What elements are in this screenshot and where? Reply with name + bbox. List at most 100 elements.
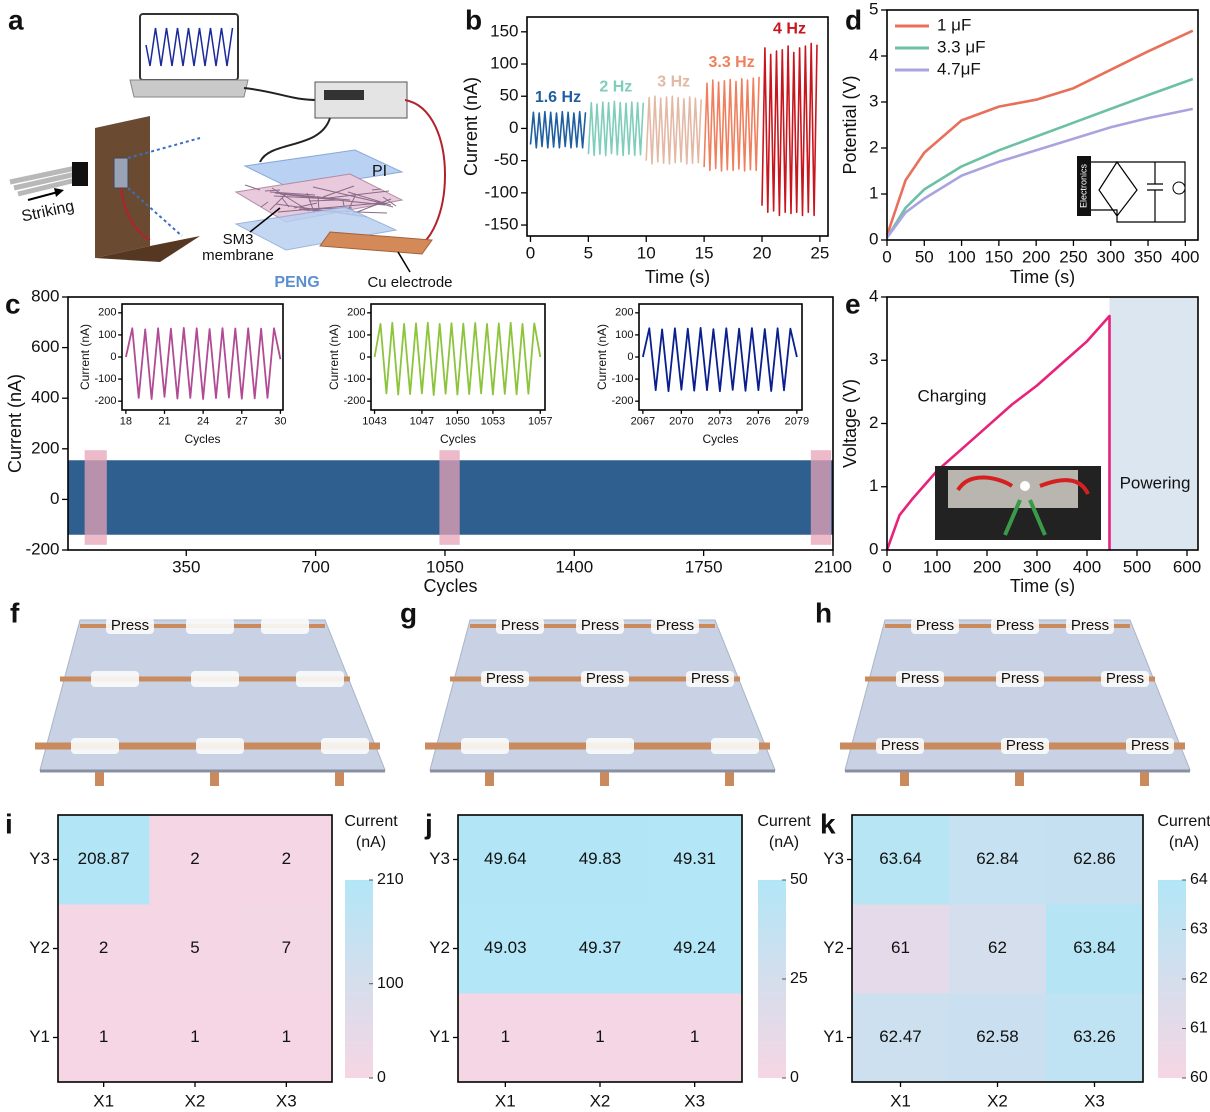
x-tick-label: 2070 xyxy=(669,415,693,427)
cell-value: 62.47 xyxy=(879,1027,922,1046)
cell-value: 2 xyxy=(99,938,108,957)
pad xyxy=(321,738,369,754)
fiber xyxy=(342,200,345,207)
annotation: Charging xyxy=(918,386,987,405)
membrane-label: SM3 xyxy=(223,231,254,248)
x-tick-label: 100 xyxy=(923,557,951,576)
panel-letter: h xyxy=(815,597,832,628)
heatmap-cell xyxy=(58,993,150,1083)
series-line xyxy=(885,77,1194,239)
heatmap-cell xyxy=(647,904,743,994)
x-tick-label: 1400 xyxy=(555,557,593,576)
x-axis-label: Cycles xyxy=(423,576,477,596)
heatmap-cell xyxy=(58,815,150,905)
x-tick-label: 5 xyxy=(584,243,593,262)
peng-label: PENG xyxy=(274,274,319,291)
heatmap-cell xyxy=(852,904,950,994)
copper-tab xyxy=(335,772,344,786)
colorbar-title: Current xyxy=(1157,813,1210,830)
y-tick-label: 4 xyxy=(869,45,878,64)
cell-value: 2 xyxy=(282,849,291,868)
press-label: Press xyxy=(586,670,624,687)
y-tick-label: 400 xyxy=(31,388,59,407)
x-tick-label: 1047 xyxy=(410,415,434,427)
x-tick-label: X3 xyxy=(684,1091,705,1110)
colorbar-tick-label: 50 xyxy=(790,871,808,888)
fiber xyxy=(371,188,382,191)
fiber xyxy=(322,185,355,198)
x-tick-label: X3 xyxy=(276,1091,297,1110)
x-tick-label: 500 xyxy=(1123,557,1151,576)
y-tick-label: 50 xyxy=(500,86,519,105)
led xyxy=(1020,481,1030,491)
pad xyxy=(586,738,634,754)
panel-letter: i xyxy=(5,808,13,839)
y-tick-label: Y1 xyxy=(823,1027,844,1046)
rod xyxy=(13,171,77,191)
y-tick-label: 3 xyxy=(869,91,878,110)
press-label: Press xyxy=(656,617,694,634)
y-tick-label: Y2 xyxy=(29,938,50,957)
copper-tab xyxy=(210,772,219,786)
heatmap-cell xyxy=(149,815,242,905)
x-tick-label: 50 xyxy=(915,247,934,266)
laptop-signal xyxy=(145,27,234,67)
x-tick-label: 10 xyxy=(637,243,656,262)
x-tick-label: 20 xyxy=(753,243,772,262)
x-axis-label: Cycles xyxy=(702,432,738,446)
cell-value: 1 xyxy=(282,1027,291,1046)
y-tick-label: -200 xyxy=(94,395,116,407)
cell-value: 49.64 xyxy=(484,849,527,868)
device xyxy=(113,157,129,189)
plot-frame xyxy=(370,303,546,411)
x-tick-label: X3 xyxy=(1084,1091,1105,1110)
y-tick-label: 800 xyxy=(31,286,59,305)
cell-value: 62 xyxy=(988,938,1007,957)
legend-label: 4.7μF xyxy=(937,59,981,78)
x-tick-label: 1057 xyxy=(528,415,552,427)
cell-value: 7 xyxy=(282,938,291,957)
plot-frame xyxy=(67,296,834,551)
copper-tab xyxy=(600,772,609,786)
heatmap-cell xyxy=(949,815,1047,905)
y-tick-label: 200 xyxy=(347,307,365,319)
pad xyxy=(896,671,944,687)
y-tick-label: 600 xyxy=(31,337,59,356)
cell-value: 1 xyxy=(190,1027,199,1046)
x-tick-label: 250 xyxy=(1059,247,1087,266)
circuit-bg xyxy=(1075,150,1190,238)
y-tick-label: -200 xyxy=(611,395,633,407)
y-tick-label: 1 xyxy=(869,183,878,202)
x-tick-label: 0 xyxy=(882,557,891,576)
x-tick-label: 2067 xyxy=(631,415,655,427)
colorbar xyxy=(758,880,786,1078)
colorbar-tick-label: 0 xyxy=(790,1069,799,1086)
circuit-wire xyxy=(1091,160,1186,223)
press-label: Press xyxy=(501,617,539,634)
heatmap-cell xyxy=(647,993,743,1083)
y-axis-label: Current (nA) xyxy=(5,374,25,473)
y-tick-label: -100 xyxy=(484,182,518,201)
fiber xyxy=(269,194,286,211)
cell-value: 1 xyxy=(501,1027,510,1046)
wire-red xyxy=(120,187,151,241)
x-tick-label: 30 xyxy=(274,415,286,427)
pad xyxy=(186,618,234,634)
x-tick-label: 21 xyxy=(158,415,170,427)
y-tick-label: 5 xyxy=(869,0,878,18)
y-tick-label: 100 xyxy=(615,329,633,341)
cell-value: 1 xyxy=(595,1027,604,1046)
y-axis-label: Current (nA) xyxy=(595,324,609,390)
electrode-label: Cu electrode xyxy=(367,274,452,291)
x-tick-label: 400 xyxy=(1073,557,1101,576)
membrane-label: membrane xyxy=(202,247,274,264)
fiber xyxy=(327,190,390,199)
heatmap-cell xyxy=(852,815,950,905)
x-tick-label: 2100 xyxy=(814,557,852,576)
zoom-line xyxy=(127,137,201,159)
x-tick-label: 200 xyxy=(1022,247,1050,266)
x-tick-label: X2 xyxy=(185,1091,206,1110)
colorbar-title: (nA) xyxy=(356,834,386,851)
cell-value: 63.26 xyxy=(1073,1027,1116,1046)
series-line xyxy=(761,42,818,217)
